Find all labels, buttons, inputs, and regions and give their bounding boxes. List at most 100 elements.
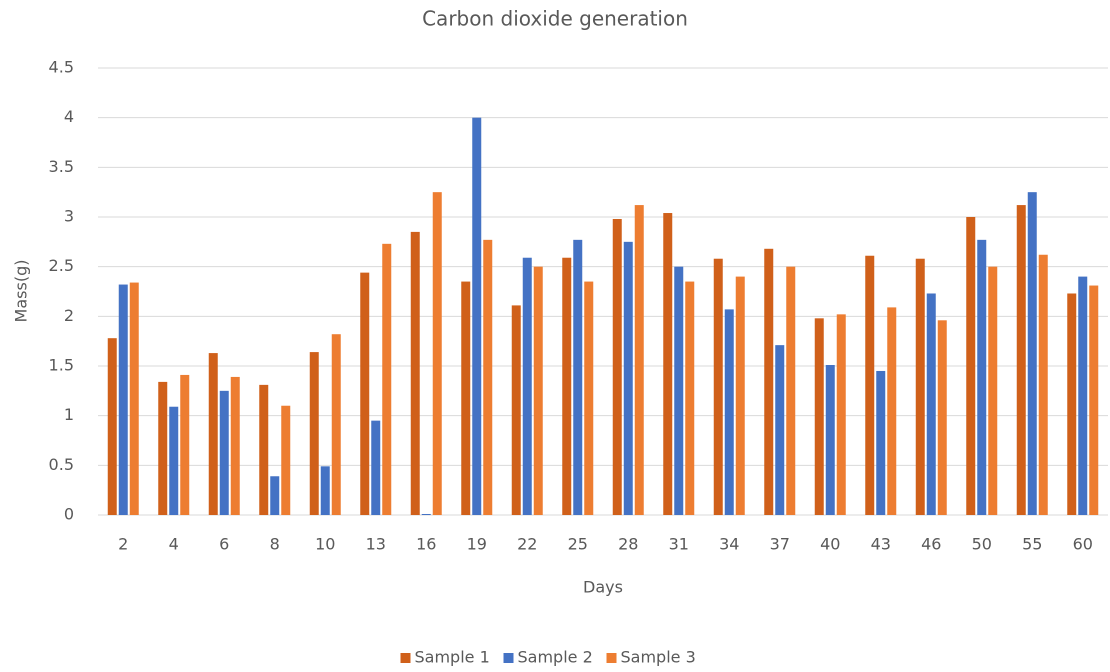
bar xyxy=(371,420,381,515)
bar xyxy=(522,257,532,515)
bar xyxy=(1038,254,1048,515)
x-axis-label: Days xyxy=(583,578,623,597)
legend-swatch xyxy=(400,653,411,663)
y-tick-label: 2 xyxy=(64,306,74,325)
y-tick-label: 2.5 xyxy=(49,256,74,275)
bar xyxy=(331,334,341,515)
bar xyxy=(511,305,521,515)
bar xyxy=(713,258,723,515)
bar xyxy=(915,258,925,515)
y-tick-label: 3 xyxy=(64,207,74,226)
bar xyxy=(685,281,695,515)
bar xyxy=(623,241,633,516)
x-tick-label: 60 xyxy=(1073,535,1093,554)
y-tick-label: 0 xyxy=(64,505,74,524)
bar xyxy=(360,272,370,515)
bar xyxy=(573,239,583,515)
chart-title: Carbon dioxide generation xyxy=(422,7,688,31)
x-tick-label: 6 xyxy=(219,535,229,554)
bar xyxy=(1027,192,1037,515)
bar xyxy=(775,345,785,515)
y-axis-label: Mass(g) xyxy=(12,260,31,323)
bar xyxy=(735,276,745,515)
bar xyxy=(320,466,330,515)
bar xyxy=(825,365,835,515)
bar xyxy=(533,266,543,515)
bar xyxy=(887,307,897,515)
x-tick-label: 4 xyxy=(169,535,179,554)
bar xyxy=(129,282,139,515)
bar xyxy=(584,281,594,515)
x-tick-label: 22 xyxy=(517,535,537,554)
bar xyxy=(382,243,392,515)
legend-label: Sample 3 xyxy=(621,648,696,667)
x-tick-label: 19 xyxy=(467,535,487,554)
y-tick-label: 3.5 xyxy=(49,157,74,176)
y-tick-label: 4 xyxy=(64,107,74,126)
y-tick-label: 0.5 xyxy=(49,455,74,474)
x-tick-label: 40 xyxy=(820,535,840,554)
bar xyxy=(674,266,684,515)
bar xyxy=(259,384,269,515)
legend-label: Sample 2 xyxy=(518,648,593,667)
bar xyxy=(208,353,218,515)
x-tick-label: 43 xyxy=(871,535,891,554)
y-tick-label: 1 xyxy=(64,405,74,424)
bar xyxy=(764,248,774,515)
bar xyxy=(977,239,987,515)
bar xyxy=(483,239,493,515)
legend-swatch xyxy=(606,653,617,663)
x-tick-label: 25 xyxy=(568,535,588,554)
x-tick-label: 28 xyxy=(618,535,638,554)
x-tick-label: 31 xyxy=(669,535,689,554)
x-tick-label: 16 xyxy=(416,535,436,554)
x-tick-label: 2 xyxy=(118,535,128,554)
bar xyxy=(926,293,936,515)
x-tick-label: 34 xyxy=(719,535,739,554)
bar xyxy=(814,318,824,515)
x-tick-label: 50 xyxy=(972,535,992,554)
bar xyxy=(158,381,168,515)
bar xyxy=(219,390,229,515)
bar xyxy=(876,370,886,515)
bar xyxy=(634,205,644,515)
y-tick-label: 1.5 xyxy=(49,356,74,375)
x-tick-label: 10 xyxy=(315,535,335,554)
bar xyxy=(421,514,431,515)
bar xyxy=(724,309,734,515)
bar xyxy=(230,376,240,515)
bar xyxy=(410,231,420,515)
bar xyxy=(118,284,128,515)
bar xyxy=(836,314,846,515)
bar xyxy=(937,320,947,515)
x-tick-label: 46 xyxy=(921,535,941,554)
bar xyxy=(988,266,998,515)
legend-swatch xyxy=(503,653,514,663)
x-tick-label: 8 xyxy=(270,535,280,554)
bar xyxy=(966,217,976,515)
legend-label: Sample 1 xyxy=(415,648,490,667)
bar xyxy=(472,117,482,516)
bar xyxy=(865,255,875,516)
bar xyxy=(180,374,190,515)
x-tick-label: 37 xyxy=(770,535,790,554)
bar xyxy=(169,406,179,515)
bar xyxy=(663,213,673,515)
bar xyxy=(107,338,117,515)
x-tick-label: 13 xyxy=(366,535,386,554)
bar xyxy=(1078,276,1088,515)
bar xyxy=(562,257,572,515)
bar xyxy=(786,266,796,515)
bar xyxy=(1016,205,1026,515)
bar xyxy=(1067,293,1077,515)
bar xyxy=(1089,285,1099,515)
bar xyxy=(309,352,319,515)
bar xyxy=(432,192,442,515)
bar xyxy=(612,218,622,515)
bar xyxy=(281,405,291,515)
bar xyxy=(270,476,280,515)
x-tick-label: 55 xyxy=(1022,535,1042,554)
bar xyxy=(461,281,471,515)
y-tick-label: 4.5 xyxy=(49,58,74,77)
